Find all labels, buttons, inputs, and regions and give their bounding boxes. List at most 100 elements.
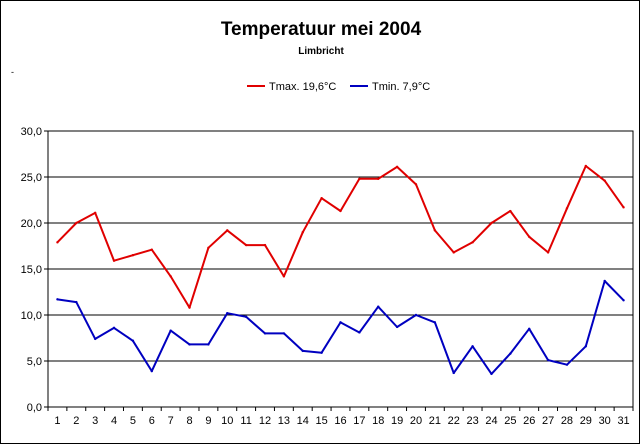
series-2-point bbox=[546, 358, 550, 362]
x-tick-label: 30 bbox=[599, 415, 611, 427]
series-2-point bbox=[452, 371, 455, 375]
x-tick-label: 18 bbox=[372, 415, 384, 427]
x-tick-label: 11 bbox=[240, 415, 251, 427]
series-1-point bbox=[339, 209, 342, 213]
chart-subtitle: Limbricht bbox=[298, 46, 344, 57]
series-1-point bbox=[377, 177, 380, 181]
series-1-point bbox=[622, 206, 625, 209]
chart-title: Temperatuur mei 2004 bbox=[220, 19, 422, 40]
x-tick-label: 25 bbox=[504, 415, 516, 427]
series-2-point bbox=[584, 345, 588, 348]
series-1-point bbox=[226, 229, 229, 232]
y-tick-label: 5,0 bbox=[27, 356, 42, 368]
series-2-point bbox=[207, 343, 210, 346]
x-tick-label: 8 bbox=[186, 415, 192, 427]
series-1-point bbox=[414, 183, 418, 186]
series-2-point bbox=[282, 332, 286, 335]
y-tick-label: 25,0 bbox=[21, 172, 42, 184]
x-tick-label: 6 bbox=[149, 415, 155, 427]
stray-mark: - bbox=[11, 67, 14, 77]
x-tick-label: 13 bbox=[278, 415, 290, 427]
x-tick-label: 12 bbox=[259, 415, 271, 427]
series-1-point bbox=[603, 179, 606, 182]
series-2-point bbox=[320, 351, 323, 354]
series-2-point bbox=[112, 326, 116, 330]
series-2-point bbox=[301, 349, 304, 353]
series-1-point bbox=[490, 221, 493, 225]
series-1-point bbox=[320, 196, 323, 200]
series-2-point bbox=[528, 327, 531, 330]
series-2-point bbox=[226, 311, 229, 315]
series-1-point bbox=[471, 241, 474, 244]
x-tick-label: 24 bbox=[485, 415, 497, 427]
series-2-point bbox=[622, 299, 625, 302]
series-1-point bbox=[452, 251, 455, 254]
series-1-point bbox=[169, 275, 172, 278]
x-tick-label: 23 bbox=[466, 415, 478, 427]
x-tick-label: 4 bbox=[111, 415, 117, 427]
series-2-point bbox=[509, 352, 512, 355]
series-1-point bbox=[301, 231, 304, 234]
series-2-point bbox=[565, 363, 569, 366]
x-tick-label: 10 bbox=[221, 415, 233, 427]
series-1-point bbox=[282, 275, 286, 278]
series-2-point bbox=[339, 321, 342, 324]
x-tick-label: 15 bbox=[316, 415, 328, 427]
legend-label-1: Tmax. 19,6°C bbox=[269, 81, 336, 93]
series-2-point bbox=[395, 325, 399, 329]
series-2-point bbox=[244, 315, 248, 319]
x-tick-label: 16 bbox=[334, 415, 346, 427]
y-tick-label: 15,0 bbox=[21, 264, 42, 276]
series-2-point bbox=[263, 332, 267, 335]
series-1-point bbox=[395, 165, 399, 169]
series-1-point bbox=[565, 207, 569, 210]
x-tick-label: 29 bbox=[580, 415, 592, 427]
series-1-point bbox=[56, 241, 59, 244]
series-2-point bbox=[414, 313, 418, 317]
x-tick-label: 27 bbox=[542, 415, 554, 427]
x-tick-label: 20 bbox=[410, 415, 422, 427]
x-tick-label: 1 bbox=[54, 415, 60, 427]
series-1-point bbox=[358, 177, 361, 181]
x-tick-label: 31 bbox=[617, 415, 629, 427]
x-tick-label: 9 bbox=[205, 415, 211, 427]
x-tick-label: 17 bbox=[353, 415, 365, 427]
series-2-point bbox=[603, 279, 606, 283]
series-2-point bbox=[169, 329, 172, 332]
series-2-point bbox=[490, 372, 493, 376]
legend-label-2: Tmin. 7,9°C bbox=[372, 81, 430, 93]
series-2-point bbox=[56, 298, 59, 301]
x-tick-label: 19 bbox=[391, 415, 403, 427]
x-tick-label: 28 bbox=[561, 415, 573, 427]
series-1-point bbox=[131, 254, 135, 257]
series-2-point bbox=[358, 331, 361, 334]
y-tick-label: 30,0 bbox=[21, 126, 42, 138]
series-1-point bbox=[188, 306, 191, 309]
series-2-point bbox=[75, 300, 78, 304]
series-1-point bbox=[93, 211, 97, 215]
y-tick-label: 0,0 bbox=[27, 402, 42, 414]
series-1-point bbox=[244, 243, 248, 247]
series-2-point bbox=[150, 369, 153, 373]
series-2-point bbox=[377, 305, 380, 308]
series-1-point bbox=[584, 164, 588, 168]
series-1-point bbox=[75, 221, 78, 225]
series-1-point bbox=[433, 229, 437, 232]
y-tick-label: 20,0 bbox=[21, 218, 42, 230]
x-tick-label: 3 bbox=[92, 415, 98, 427]
y-tick-label: 10,0 bbox=[21, 310, 42, 322]
series-1-point bbox=[207, 246, 210, 250]
series-2-point bbox=[93, 337, 97, 341]
series-2-point bbox=[131, 339, 135, 342]
series-1-point bbox=[112, 259, 116, 262]
x-tick-label: 2 bbox=[73, 415, 79, 427]
series-2-point bbox=[471, 345, 474, 348]
x-tick-label: 22 bbox=[448, 415, 460, 427]
series-2-point bbox=[188, 343, 191, 346]
series-2-point bbox=[433, 321, 437, 324]
series-1-point bbox=[528, 235, 531, 238]
series-1-point bbox=[546, 251, 550, 254]
x-tick-label: 7 bbox=[168, 415, 174, 427]
